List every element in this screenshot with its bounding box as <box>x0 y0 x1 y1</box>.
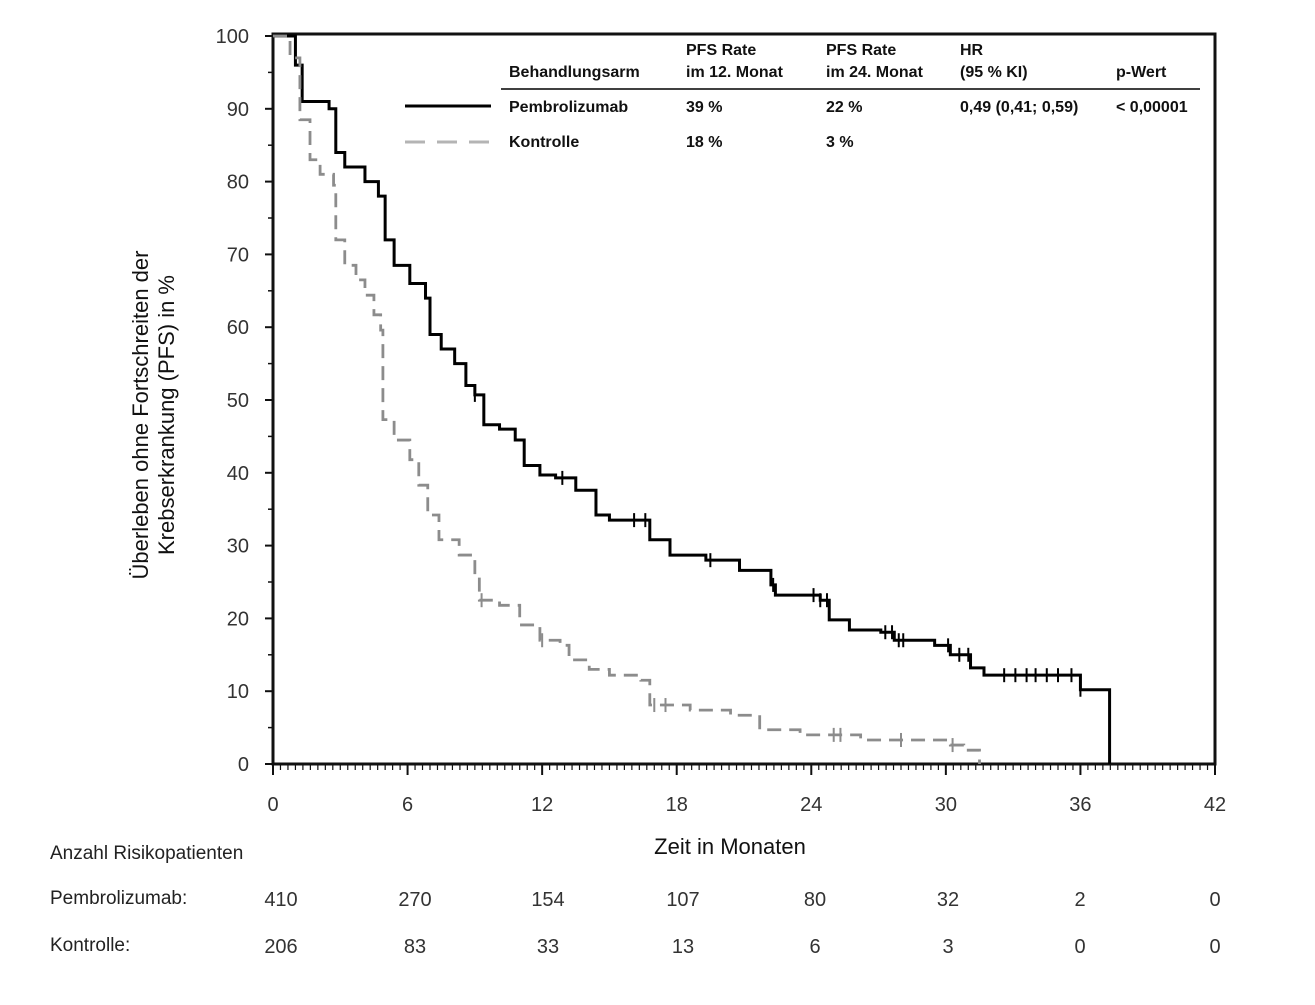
legend-row-kontrolle-pfs24: 3 % <box>826 134 854 151</box>
x-tick-label: 24 <box>800 794 822 816</box>
y-tick-label: 0 <box>238 754 249 776</box>
risk-value: 13 <box>672 936 694 958</box>
legend-header-pfs12-line1: PFS Rate <box>686 42 756 59</box>
risk-value: 80 <box>804 889 826 911</box>
legend-header-hr-line1: HR <box>960 42 984 59</box>
y-tick-label: 30 <box>227 536 249 558</box>
risk-value: 33 <box>537 936 559 958</box>
risk-value: 32 <box>937 889 959 911</box>
risk-row-label-pembrolizumab: Pembrolizumab: <box>50 888 187 909</box>
y-tick-label: 90 <box>227 99 249 121</box>
x-tick-label: 42 <box>1204 794 1226 816</box>
y-axis-label-line1: Überleben ohne Fortschreiten der <box>128 251 153 580</box>
legend-row-pembrolizumab-arm: Pembrolizumab <box>509 99 628 116</box>
risk-value: 154 <box>531 889 564 911</box>
risk-value: 6 <box>809 936 820 958</box>
legend-header-arm: Behandlungsarm <box>509 64 640 81</box>
x-tick-label: 30 <box>935 794 957 816</box>
y-tick-label: 40 <box>227 463 249 485</box>
legend-header-pfs24-line2: im 24. Monat <box>826 64 924 81</box>
x-tick-label: 6 <box>402 794 413 816</box>
y-tick-label: 10 <box>227 681 249 703</box>
risk-value: 107 <box>666 889 699 911</box>
legend-header-pfs24-line1: PFS Rate <box>826 42 896 59</box>
legend-header-pvalue: p-Wert <box>1116 64 1167 81</box>
x-tick-label: 18 <box>666 794 688 816</box>
y-axis-label: Überleben ohne Fortschreiten der Krebser… <box>128 251 179 580</box>
x-tick-label: 12 <box>531 794 553 816</box>
risk-value: 410 <box>264 889 297 911</box>
risk-table-title: Anzahl Risikopatienten <box>50 843 243 864</box>
risk-value: 83 <box>404 936 426 958</box>
y-tick-label: 70 <box>227 244 249 266</box>
legend-row-pembrolizumab-pvalue: < 0,00001 <box>1116 99 1188 116</box>
y-tick-label: 50 <box>227 390 249 412</box>
legend-row-pembrolizumab-pfs12: 39 % <box>686 99 722 116</box>
y-tick-label: 80 <box>227 172 249 194</box>
curve-pembrolizumab <box>273 34 1112 764</box>
risk-value: 270 <box>398 889 431 911</box>
risk-row-label-kontrolle: Kontrolle: <box>50 935 130 956</box>
legend-row-pembrolizumab-hr: 0,49 (0,41; 0,59) <box>960 99 1078 116</box>
legend-row-kontrolle-arm: Kontrolle <box>509 134 579 151</box>
legend-table: PFS Rate PFS Rate HR Behandlungsarm im 1… <box>405 42 1200 151</box>
legend-header-hr-line2: (95 % KI) <box>960 64 1028 81</box>
curve-kontrolle <box>273 34 981 764</box>
y-tick-label: 100 <box>216 26 249 48</box>
axes: 0 10 20 30 40 50 60 70 80 90 100 0 6 12 18 24 30 36 42 <box>216 26 1227 816</box>
y-tick-label: 60 <box>227 317 249 339</box>
curves <box>273 34 1112 764</box>
risk-value: 0 <box>1074 936 1085 958</box>
legend-header-pfs12-line2: im 12. Monat <box>686 64 784 81</box>
risk-value: 206 <box>264 936 297 958</box>
risk-value: 0 <box>1209 889 1220 911</box>
risk-value: 2 <box>1074 889 1085 911</box>
legend-row-pembrolizumab-pfs24: 22 % <box>826 99 862 116</box>
y-axis-label-line2: Krebserkrankung (PFS) in % <box>154 275 179 555</box>
risk-value: 3 <box>942 936 953 958</box>
y-tick-label: 20 <box>227 608 249 630</box>
risk-value: 0 <box>1209 936 1220 958</box>
x-tick-label: 0 <box>267 794 278 816</box>
risk-table: Anzahl Risikopatienten Pembrolizumab: Ko… <box>50 843 1221 958</box>
x-axis-label: Zeit in Monaten <box>654 834 806 859</box>
x-tick-label: 36 <box>1069 794 1091 816</box>
legend-row-kontrolle-pfs12: 18 % <box>686 134 722 151</box>
